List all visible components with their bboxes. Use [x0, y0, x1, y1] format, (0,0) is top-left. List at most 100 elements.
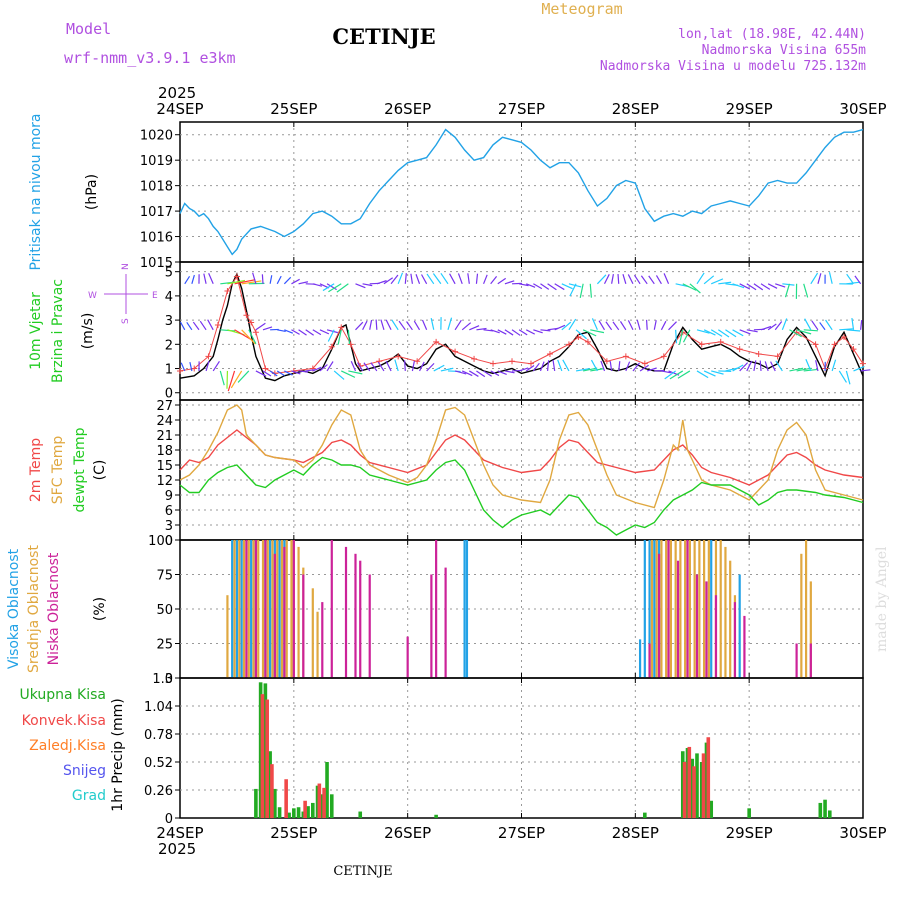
gust-marker — [205, 353, 212, 360]
wind-arrow — [497, 370, 507, 375]
clouds-ylabel: Visoka Oblacnost — [6, 548, 22, 669]
wind-arrow — [363, 362, 371, 372]
x-tick-label-bottom: 30SEP — [839, 824, 886, 842]
temperature-ylabel: SFC Temp — [50, 436, 66, 505]
wind-arrow — [784, 283, 791, 298]
wind-arrow — [180, 362, 186, 372]
x-tick-label-bottom: 27SEP — [498, 824, 545, 842]
clouds-bar — [684, 540, 687, 678]
gust-marker — [395, 353, 402, 360]
wind-arrow — [717, 329, 730, 338]
precip-legend-entry: Ukupna Kisa — [19, 687, 106, 703]
wind-arrow — [831, 359, 837, 372]
wind-ytick-label: 1 — [165, 363, 173, 378]
wind-arrow — [248, 329, 257, 345]
wind-compass: W E N S — [88, 263, 158, 324]
clouds-bar — [653, 540, 656, 678]
wind-arrow — [189, 361, 193, 372]
x-tick-label-top: 30SEP — [839, 100, 886, 118]
wind-arrow — [262, 326, 273, 331]
wind-arrow — [291, 329, 300, 335]
precip-bar — [317, 783, 322, 818]
pressure-panel: 1015 1016 1017 1018 1019 1020 Pritisak na nivo… — [28, 113, 864, 271]
wind-arrow — [440, 273, 449, 285]
wind-arrow — [298, 370, 309, 373]
wind-arrow — [639, 364, 649, 372]
wind-arrow — [696, 272, 705, 285]
wind-arrow — [648, 275, 655, 285]
wind-arrow — [605, 321, 613, 331]
wind-arrow — [810, 272, 819, 285]
clouds-bar — [719, 540, 722, 678]
precip-legend-entry: Snijeg — [63, 763, 106, 779]
compass-s: S — [121, 318, 131, 324]
wind-arrow — [519, 283, 529, 287]
wind-arrow — [305, 369, 316, 372]
wind-arrow — [532, 362, 540, 372]
temperature-frame — [179, 399, 864, 541]
gust-marker — [224, 288, 231, 295]
clouds-bar — [238, 540, 241, 678]
wind-arrow — [725, 329, 737, 338]
wind-arrow — [625, 361, 631, 372]
wind-arrow — [703, 275, 715, 285]
wind-arrow — [718, 281, 732, 285]
model-name: wrf-nmm_v3.9.1 e3km — [64, 49, 236, 67]
wind-arrow — [447, 317, 453, 330]
wind-arrow — [383, 277, 394, 285]
wind-arrow — [336, 283, 349, 293]
wind-arrow — [846, 329, 861, 332]
clouds-bar — [809, 581, 812, 678]
x-tick-label-top: 24SEP — [156, 100, 203, 118]
wind-arrow — [612, 321, 620, 331]
precip-bar — [311, 802, 315, 818]
wind-arrow — [746, 329, 758, 333]
temperature-ytick-label: 12 — [156, 474, 173, 489]
clouds-bar — [674, 540, 677, 678]
wind-arrow — [579, 283, 584, 298]
wind-arrow — [803, 283, 809, 298]
wind-arrow — [483, 329, 494, 332]
wind-arrow — [469, 325, 480, 331]
clouds-bar — [743, 615, 746, 678]
gust-marker — [338, 324, 345, 331]
precip-bar — [284, 779, 288, 818]
clouds-ylabel: Srednja Oblacnost — [26, 545, 42, 673]
clouds-ylabel: Niska Oblacnost — [46, 552, 62, 665]
wind-arrow — [703, 329, 716, 336]
compass-w: W — [88, 291, 97, 301]
wind-arrow — [230, 370, 243, 389]
wind-arrow — [483, 370, 492, 377]
clouds-bar — [676, 560, 680, 678]
wind-arrow — [237, 370, 250, 383]
wind-arrow — [476, 370, 486, 378]
x-tick-label-bottom: 24SEP — [156, 824, 203, 842]
wind-arrow — [347, 329, 351, 344]
gust-marker — [490, 360, 497, 367]
altitude-label: Nadmorska Visina 655m — [702, 43, 867, 58]
temperature-ytick-label: 0 — [165, 534, 173, 549]
wind-arrow — [552, 359, 556, 372]
precip-ylabel: 1hr Precip (mm) — [110, 698, 126, 811]
wind-arrow — [355, 321, 364, 331]
wind-arrow — [518, 329, 528, 336]
x-tick-label-bottom: 28SEP — [612, 824, 659, 842]
wind-arrow — [554, 283, 565, 291]
wind-arrow — [804, 318, 812, 331]
wind-arrow — [205, 360, 210, 372]
precip-bar — [306, 806, 310, 818]
wind-arrow — [490, 370, 500, 377]
wind-arrow — [406, 321, 413, 331]
clouds-bar — [290, 540, 293, 678]
wind-arrow — [732, 329, 744, 337]
precip-ytick-label: 1.04 — [144, 700, 173, 715]
precip-bar — [296, 807, 301, 818]
wind-arrow — [845, 370, 851, 385]
clouds-bar — [280, 540, 284, 678]
gust-marker — [347, 341, 354, 348]
clouds-bar — [686, 540, 689, 678]
wind-arrow — [696, 370, 709, 379]
temperature-ytick-label: 6 — [165, 504, 173, 519]
wind-arrow — [525, 365, 535, 372]
wind-arrow — [191, 274, 195, 284]
